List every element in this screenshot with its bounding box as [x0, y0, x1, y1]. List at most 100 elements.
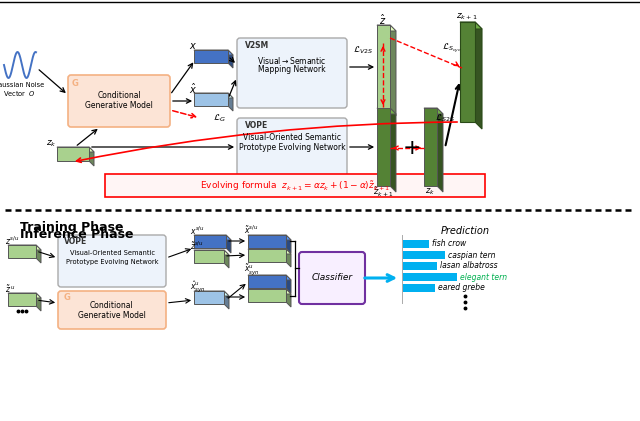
- Text: $\tilde{z}^{s/u}$: $\tilde{z}^{s/u}$: [190, 240, 204, 252]
- Polygon shape: [390, 108, 396, 192]
- Polygon shape: [248, 249, 291, 254]
- Bar: [403, 284, 435, 292]
- Polygon shape: [194, 291, 229, 296]
- Text: Conditional: Conditional: [97, 91, 141, 101]
- Text: $\tilde{z}_{k+1}$: $\tilde{z}_{k+1}$: [373, 185, 393, 199]
- FancyBboxPatch shape: [237, 118, 347, 176]
- Text: Vector  $O$: Vector $O$: [3, 88, 35, 98]
- Polygon shape: [248, 275, 291, 280]
- Polygon shape: [248, 235, 291, 240]
- Text: $z_k$: $z_k$: [425, 187, 435, 197]
- Bar: [403, 251, 445, 259]
- Bar: [403, 262, 436, 270]
- Polygon shape: [286, 275, 291, 293]
- Polygon shape: [8, 293, 41, 298]
- Text: $\mathcal{L}_{S_{cyc}}$: $\mathcal{L}_{S_{cyc}}$: [442, 41, 462, 55]
- Polygon shape: [194, 50, 233, 55]
- Bar: [194, 93, 228, 106]
- Bar: [105, 174, 485, 197]
- FancyBboxPatch shape: [237, 38, 347, 108]
- Bar: [57, 147, 89, 161]
- Text: Gaussian Noise: Gaussian Noise: [0, 82, 45, 88]
- Text: caspian tern: caspian tern: [447, 250, 495, 259]
- Text: VOPE: VOPE: [64, 237, 87, 247]
- Bar: [403, 240, 429, 248]
- Polygon shape: [8, 245, 41, 250]
- Polygon shape: [224, 250, 229, 268]
- Bar: [8, 293, 36, 306]
- Text: Inference Phase: Inference Phase: [20, 229, 134, 242]
- Text: G: G: [72, 78, 79, 88]
- Text: $\mathcal{L}_G$: $\mathcal{L}_G$: [213, 112, 226, 124]
- Polygon shape: [248, 289, 291, 294]
- Polygon shape: [475, 22, 482, 129]
- Text: $x$: $x$: [189, 41, 197, 51]
- Text: Classifier: Classifier: [312, 274, 353, 282]
- Text: Training Phase: Training Phase: [20, 221, 124, 234]
- Text: Prediction: Prediction: [440, 226, 490, 236]
- Text: $\hat{x}^u_{syn}$: $\hat{x}^u_{syn}$: [190, 279, 206, 295]
- Polygon shape: [437, 108, 443, 192]
- Text: lasan albatross: lasan albatross: [440, 261, 497, 271]
- Text: $x^{s/u}$: $x^{s/u}$: [190, 225, 205, 237]
- Polygon shape: [390, 25, 396, 116]
- Text: VOPE: VOPE: [245, 120, 268, 130]
- Text: $\mathcal{L}_{V2S}$: $\mathcal{L}_{V2S}$: [353, 44, 373, 56]
- Text: $\mathcal{L}_{S2S}$: $\mathcal{L}_{S2S}$: [435, 112, 455, 124]
- Text: $\tilde{x}^u_{syn}$: $\tilde{x}^u_{syn}$: [244, 263, 260, 277]
- Polygon shape: [228, 93, 233, 111]
- Text: V2SM: V2SM: [245, 40, 269, 50]
- Text: fish crow: fish crow: [433, 240, 467, 248]
- Text: Prototype Evolving Network: Prototype Evolving Network: [66, 259, 158, 265]
- Text: G: G: [64, 293, 71, 301]
- Bar: [248, 249, 286, 262]
- Polygon shape: [194, 93, 233, 98]
- Text: Conditional: Conditional: [90, 301, 134, 311]
- Bar: [377, 108, 390, 186]
- Polygon shape: [286, 289, 291, 307]
- Bar: [424, 108, 437, 186]
- Text: Visual-Oriented Semantic: Visual-Oriented Semantic: [243, 133, 341, 142]
- Bar: [194, 235, 226, 248]
- Polygon shape: [226, 235, 231, 253]
- Text: $\tilde{z}^{\ u}$: $\tilde{z}^{\ u}$: [5, 283, 16, 295]
- FancyBboxPatch shape: [58, 235, 166, 287]
- Bar: [377, 25, 390, 110]
- Polygon shape: [194, 235, 231, 240]
- Polygon shape: [89, 147, 94, 166]
- Bar: [248, 289, 286, 302]
- Text: eared grebe: eared grebe: [438, 283, 485, 293]
- Polygon shape: [460, 22, 482, 29]
- Text: $\hat{x}$: $\hat{x}$: [189, 82, 197, 96]
- Text: Evolving formula  $z_{k+1}=\alpha z_k+(1-\alpha)\tilde{z}_{k+1}$: Evolving formula $z_{k+1}=\alpha z_k+(1-…: [200, 179, 390, 193]
- Text: Mapping Network: Mapping Network: [258, 66, 326, 75]
- Polygon shape: [424, 108, 443, 114]
- Text: Generative Model: Generative Model: [78, 311, 146, 320]
- Polygon shape: [377, 25, 396, 31]
- Polygon shape: [224, 291, 229, 309]
- Text: Visual$\rightarrow$Semantic: Visual$\rightarrow$Semantic: [257, 54, 327, 66]
- Text: $z_k$: $z_k$: [46, 139, 57, 149]
- Bar: [8, 245, 36, 258]
- Polygon shape: [194, 250, 229, 255]
- Bar: [194, 250, 224, 263]
- Bar: [248, 275, 286, 288]
- Polygon shape: [286, 235, 291, 253]
- Polygon shape: [286, 249, 291, 267]
- Polygon shape: [36, 293, 41, 311]
- Text: $+$: $+$: [402, 138, 420, 158]
- FancyBboxPatch shape: [58, 291, 166, 329]
- Bar: [248, 235, 286, 248]
- FancyBboxPatch shape: [299, 252, 365, 304]
- Text: $\tilde{x}^{s/u}$: $\tilde{x}^{s/u}$: [244, 224, 259, 236]
- Text: $\hat{z}$: $\hat{z}$: [380, 13, 387, 27]
- Text: Prototype Evolving Network: Prototype Evolving Network: [239, 144, 346, 152]
- Bar: [460, 22, 475, 122]
- Bar: [194, 291, 224, 304]
- Polygon shape: [228, 50, 233, 68]
- Text: Visual-Oriented Semantic: Visual-Oriented Semantic: [70, 250, 154, 256]
- Polygon shape: [377, 108, 396, 114]
- Bar: [194, 50, 228, 63]
- Polygon shape: [36, 245, 41, 263]
- Text: $z^{s/u}$: $z^{s/u}$: [5, 235, 19, 247]
